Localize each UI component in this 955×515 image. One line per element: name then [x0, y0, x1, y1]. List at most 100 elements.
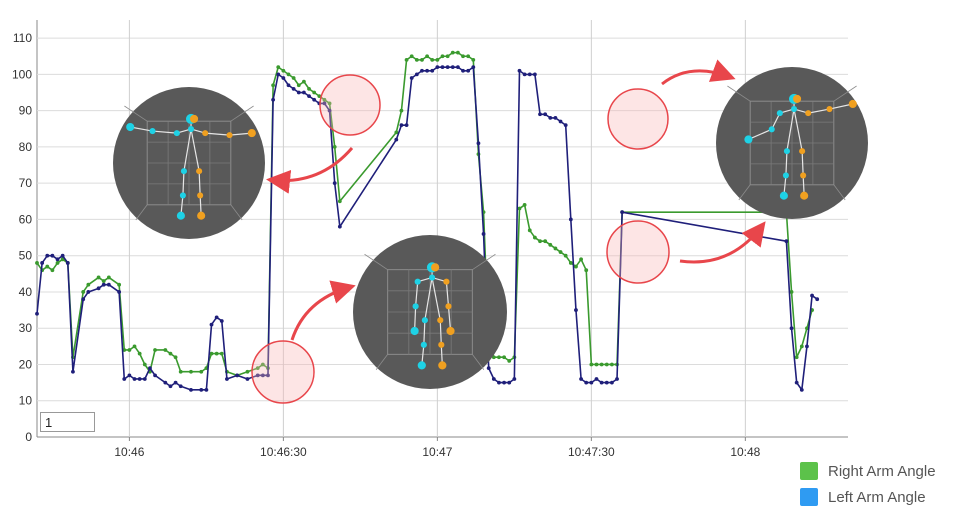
- skeleton-bone: [414, 306, 417, 332]
- skeleton-joint-right: [247, 129, 256, 138]
- data-point-right-arm: [81, 290, 86, 294]
- annotation-arrow: [266, 147, 354, 194]
- inset-perspective-line: [833, 184, 846, 201]
- legend-swatch-left-arm: [800, 488, 818, 506]
- data-point-left-arm: [65, 261, 70, 265]
- inset-perspective-line: [472, 354, 485, 370]
- data-point-right-arm: [332, 145, 337, 149]
- y-tick-label: 80: [19, 140, 33, 154]
- skeleton-joint-right: [438, 341, 445, 348]
- skeleton-joint-left: [126, 122, 135, 132]
- data-point-left-arm: [50, 253, 55, 258]
- data-point-left-arm: [71, 369, 75, 374]
- data-point-left-arm: [225, 377, 229, 381]
- y-tick-label: 60: [19, 212, 33, 226]
- skeleton-bone: [431, 277, 441, 321]
- skeleton-joint-left: [179, 192, 186, 199]
- data-point-left-arm: [291, 86, 296, 91]
- data-point-left-arm: [35, 311, 39, 316]
- data-point-left-arm: [579, 377, 583, 381]
- data-point-left-arm: [173, 380, 178, 385]
- data-point-left-arm: [548, 116, 553, 120]
- data-point-left-arm: [332, 181, 337, 186]
- data-point-right-arm: [589, 362, 594, 367]
- data-point-left-arm: [163, 380, 168, 385]
- skeleton-bone: [801, 151, 804, 176]
- data-point-right-arm: [168, 351, 173, 356]
- skeleton-joint-left: [782, 172, 789, 179]
- data-point-left-arm: [101, 282, 106, 287]
- data-point-left-arm: [296, 90, 301, 95]
- data-point-left-arm: [466, 68, 471, 73]
- skeleton-insets: [113, 67, 868, 389]
- data-point-left-arm: [461, 68, 465, 73]
- data-point-right-arm: [260, 362, 265, 367]
- data-point-right-arm: [255, 366, 260, 371]
- data-point-left-arm: [805, 344, 809, 349]
- data-point-right-arm: [517, 206, 522, 211]
- legend-item-right-arm[interactable]: Right Arm Angle: [800, 458, 936, 484]
- skeleton-joint-right: [805, 110, 812, 117]
- data-point-right-arm: [163, 348, 168, 352]
- data-point-left-arm: [45, 253, 50, 258]
- data-point-left-arm: [404, 123, 409, 128]
- data-point-left-arm: [327, 108, 332, 113]
- data-point-left-arm: [322, 101, 327, 106]
- skeleton-joint-left: [414, 278, 421, 285]
- data-point-left-arm: [394, 137, 399, 142]
- x-tick-label: 10:46: [114, 445, 144, 459]
- skeleton-joint-right: [202, 130, 209, 137]
- data-point-right-arm: [132, 344, 137, 349]
- data-point-left-arm: [568, 217, 573, 222]
- data-point-left-arm: [199, 387, 204, 392]
- data-point-right-arm: [153, 348, 157, 352]
- data-point-right-arm: [178, 369, 183, 374]
- data-point-right-arm: [466, 54, 471, 59]
- skeleton-joint-right: [197, 211, 206, 220]
- data-point-left-arm: [497, 380, 501, 385]
- y-tick-label: 70: [19, 176, 33, 190]
- skeleton-bone: [786, 108, 795, 152]
- annotation-arrow: [661, 59, 736, 86]
- data-point-left-arm: [502, 380, 506, 385]
- data-point-left-arm: [96, 286, 101, 291]
- data-point-left-arm: [148, 366, 152, 371]
- x-tick-label: 10:47:30: [568, 445, 615, 459]
- inset-perspective-line: [230, 105, 254, 122]
- data-point-right-arm: [271, 83, 276, 88]
- skeleton-joint-right: [800, 172, 807, 179]
- data-point-left-arm: [476, 141, 481, 146]
- skeleton-joint-right: [793, 94, 802, 103]
- zoom-level-input[interactable]: 1: [40, 412, 95, 432]
- highlight-circle: [251, 340, 315, 404]
- skeleton-bone: [439, 320, 442, 345]
- data-point-left-arm: [106, 282, 111, 287]
- data-point-right-arm: [507, 358, 512, 363]
- data-point-left-arm: [235, 373, 240, 378]
- data-point-right-arm: [579, 257, 583, 262]
- skeleton-bone: [152, 130, 177, 134]
- data-point-right-arm: [50, 268, 55, 273]
- data-point-left-arm: [132, 377, 137, 381]
- skeleton-joint-right: [431, 263, 440, 272]
- data-point-right-arm: [214, 351, 219, 356]
- legend-item-left-arm[interactable]: Left Arm Angle: [800, 484, 936, 510]
- skeleton-joint-left: [410, 326, 419, 336]
- data-point-left-arm: [117, 290, 122, 294]
- data-point-left-arm: [543, 112, 548, 117]
- inset-perspective-line: [364, 253, 388, 270]
- skeleton-joint-left: [180, 168, 187, 175]
- x-tick-label: 10:46:30: [260, 445, 307, 459]
- data-point-left-arm: [563, 123, 568, 128]
- skeleton-joint-left: [779, 191, 788, 200]
- skeleton-joint-left: [421, 317, 428, 324]
- data-point-right-arm: [548, 242, 553, 247]
- data-point-left-arm: [414, 72, 419, 77]
- data-point-right-arm: [35, 261, 39, 265]
- data-point-left-arm: [491, 377, 496, 381]
- skeleton-joint-right: [437, 317, 444, 324]
- data-point-right-arm: [127, 348, 132, 352]
- data-point-left-arm: [127, 373, 132, 378]
- data-point-right-arm: [420, 57, 424, 62]
- data-point-right-arm: [568, 261, 573, 265]
